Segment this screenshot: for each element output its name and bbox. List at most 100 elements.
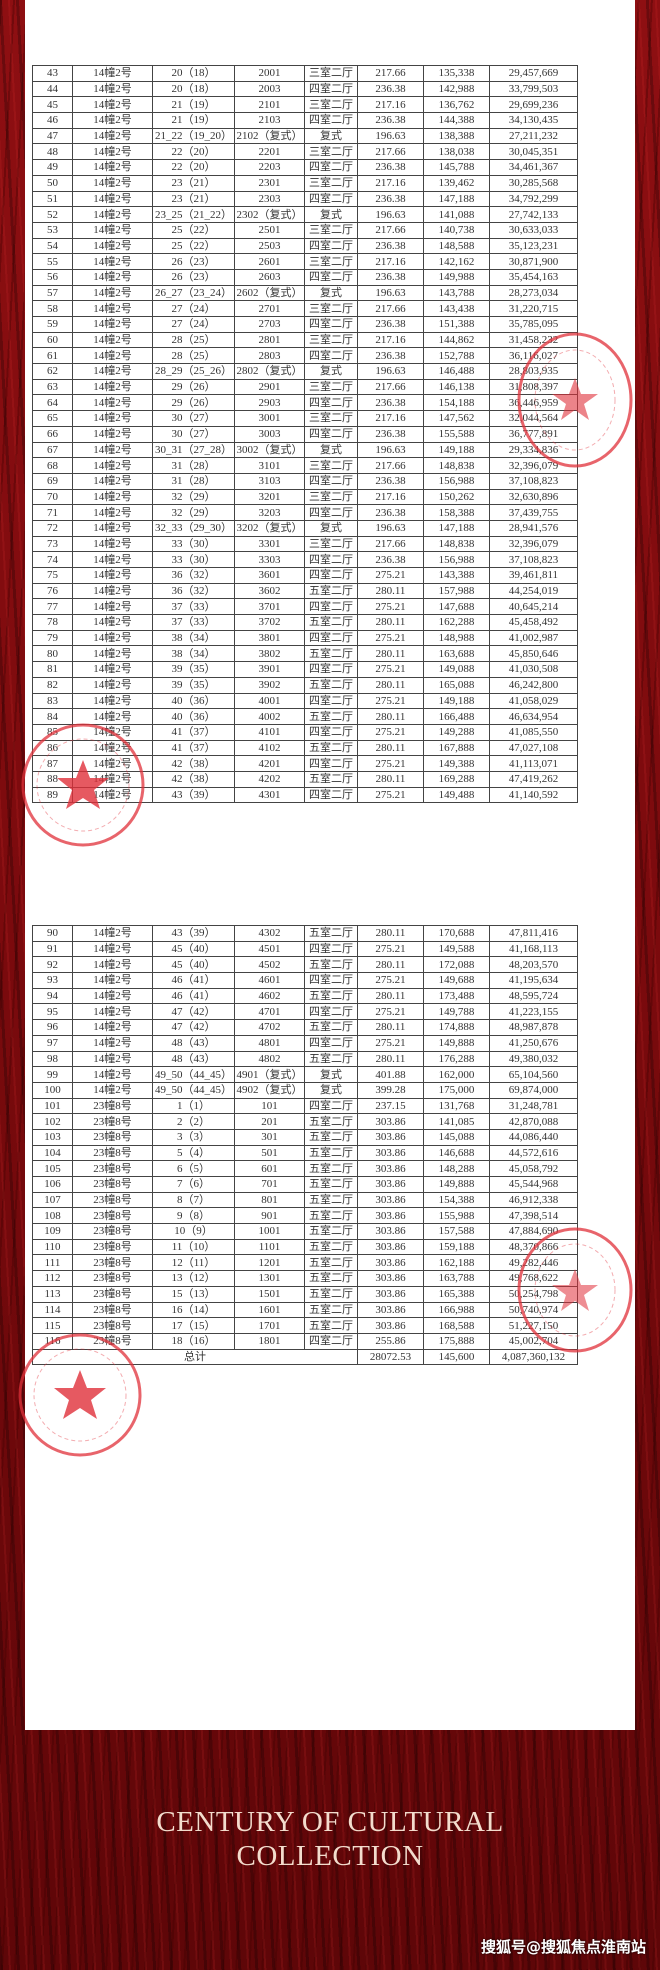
floor-cell: 7（6） — [152, 1176, 235, 1193]
unit-price-cell: 162,188 — [423, 1254, 490, 1272]
area-cell: 196.63 — [357, 127, 424, 145]
room-number-cell: 4701 — [234, 1003, 305, 1021]
building-cell: 14幢2号 — [72, 1081, 153, 1099]
room-number-cell: 3303 — [234, 551, 305, 568]
total-price-cell: 41,223,155 — [489, 1003, 578, 1021]
total-price-cell: 50,740,974 — [489, 1301, 578, 1319]
area-cell: 280.11 — [357, 925, 424, 942]
row-number-cell: 71 — [32, 504, 73, 521]
total-price-cell: 34,130,435 — [489, 112, 578, 129]
total-price-cell: 37,439,755 — [489, 504, 578, 521]
room-number-cell: 3802 — [234, 645, 305, 663]
area-cell: 217.66 — [357, 65, 424, 82]
total-price-cell: 27,742,133 — [489, 206, 578, 223]
room-number-cell: 3202（复式） — [234, 519, 305, 537]
layout-type-cell: 四室二厅 — [304, 112, 358, 129]
area-cell: 275.21 — [357, 755, 424, 772]
table-row: 46 14幢2号 21（19） 2103 四室二厅 236.38 144,388 34,130… — [32, 112, 578, 129]
table-row: 48 14幢2号 22（20） 2201 三室二厅 217.66 138,038 30,045… — [32, 143, 578, 161]
layout-type-cell: 五室二厅 — [304, 614, 358, 631]
building-cell: 14幢2号 — [72, 441, 153, 459]
floor-cell: 30_31（27_28） — [152, 441, 235, 459]
area-cell: 196.63 — [357, 206, 424, 223]
table-row: 92 14幢2号 45（40） 4502 五室二厅 280.11 172,088 48,203… — [32, 956, 578, 974]
layout-type-cell: 五室二厅 — [304, 956, 358, 974]
layout-type-cell: 四室二厅 — [304, 472, 358, 490]
footer-title: CENTURY OF CULTURAL COLLECTION — [0, 1805, 660, 1873]
building-cell: 23幢8号 — [72, 1160, 153, 1177]
building-cell: 14幢2号 — [72, 770, 153, 788]
floor-cell: 49_50（44_45） — [152, 1066, 235, 1083]
floor-cell: 3（3） — [152, 1128, 235, 1146]
layout-type-cell: 四室二厅 — [304, 394, 358, 412]
unit-price-cell: 148,838 — [423, 457, 490, 474]
total-price-cell: 35,123,231 — [489, 237, 578, 255]
row-number-cell: 53 — [32, 221, 73, 239]
layout-type-cell: 五室二厅 — [304, 1285, 358, 1303]
table-row: 107 23幢8号 8（7） 801 五室二厅 303.86 154,388 46,912,3… — [32, 1191, 578, 1209]
row-number-cell: 85 — [32, 723, 73, 741]
building-cell: 14幢2号 — [72, 316, 153, 333]
floor-cell: 16（14） — [152, 1301, 235, 1319]
total-price-cell: 45,002,704 — [489, 1332, 578, 1350]
row-number-cell: 108 — [32, 1207, 73, 1225]
room-number-cell: 4902（复式） — [234, 1081, 305, 1099]
table-row: 53 14幢2号 25（22） 2501 三室二厅 217.66 140,738 30,633… — [32, 221, 578, 239]
unit-price-cell: 157,988 — [423, 582, 490, 600]
room-number-cell: 3101 — [234, 457, 305, 474]
unit-price-cell: 149,188 — [423, 692, 490, 710]
row-number-cell: 89 — [32, 786, 73, 804]
floor-cell: 36（32） — [152, 582, 235, 600]
room-number-cell: 2602（复式） — [234, 284, 305, 302]
unit-price-cell: 142,988 — [423, 80, 490, 98]
floor-cell: 42（38） — [152, 770, 235, 788]
floor-cell: 25（22） — [152, 237, 235, 255]
row-number-cell: 52 — [32, 206, 73, 223]
table-row: 94 14幢2号 46（41） 4602 五室二厅 280.11 173,488 48,595… — [32, 987, 578, 1005]
building-cell: 14幢2号 — [72, 174, 153, 192]
room-number-cell: 2102（复式） — [234, 127, 305, 145]
unit-price-cell: 170,688 — [423, 925, 490, 942]
building-cell: 14幢2号 — [72, 127, 153, 145]
building-cell: 14幢2号 — [72, 221, 153, 239]
area-cell: 217.66 — [357, 457, 424, 474]
table-row: 103 23幢8号 3（3） 301 五室二厅 303.86 145,088 44,086,4… — [32, 1128, 578, 1146]
room-number-cell: 4001 — [234, 692, 305, 710]
building-cell: 14幢2号 — [72, 1050, 153, 1068]
room-number-cell: 1701 — [234, 1317, 305, 1334]
table-row: 60 14幢2号 28（25） 2801 三室二厅 217.16 144,862 31,458… — [32, 331, 578, 349]
layout-type-cell: 五室二厅 — [304, 1223, 358, 1240]
area-cell: 303.86 — [357, 1160, 424, 1177]
building-cell: 14幢2号 — [72, 363, 153, 380]
area-cell: 280.11 — [357, 614, 424, 631]
layout-type-cell: 四室二厅 — [304, 1097, 358, 1115]
building-cell: 14幢2号 — [72, 940, 153, 958]
total-price-cell: 41,168,113 — [489, 940, 578, 958]
room-number-cell: 3902 — [234, 676, 305, 694]
total-price-cell: 51,227,150 — [489, 1317, 578, 1334]
total-price-cell: 41,030,508 — [489, 661, 578, 678]
unit-price-cell: 139,462 — [423, 174, 490, 192]
room-number-cell: 2701 — [234, 300, 305, 317]
total-price-cell: 49,282,446 — [489, 1254, 578, 1272]
area-cell: 236.38 — [357, 80, 424, 98]
row-number-cell: 96 — [32, 1019, 73, 1036]
floor-cell: 38（34） — [152, 629, 235, 647]
building-cell: 23幢8号 — [72, 1270, 153, 1287]
unit-price-cell: 168,588 — [423, 1317, 490, 1334]
layout-type-cell: 四室二厅 — [304, 661, 358, 678]
row-number-cell: 99 — [32, 1066, 73, 1083]
floor-cell: 21（19） — [152, 96, 235, 114]
floor-cell: 26_27（23_24） — [152, 284, 235, 302]
area-cell: 275.21 — [357, 567, 424, 584]
layout-type-cell: 四室二厅 — [304, 567, 358, 584]
floor-cell: 9（8） — [152, 1207, 235, 1225]
unit-price-cell: 172,088 — [423, 956, 490, 974]
building-cell: 14幢2号 — [72, 253, 153, 270]
area-cell: 303.86 — [357, 1144, 424, 1162]
layout-type-cell: 四室二厅 — [304, 159, 358, 176]
unit-price-cell: 149,888 — [423, 1034, 490, 1052]
building-cell: 14幢2号 — [72, 598, 153, 616]
building-cell: 14幢2号 — [72, 410, 153, 427]
building-cell: 14幢2号 — [72, 972, 153, 989]
